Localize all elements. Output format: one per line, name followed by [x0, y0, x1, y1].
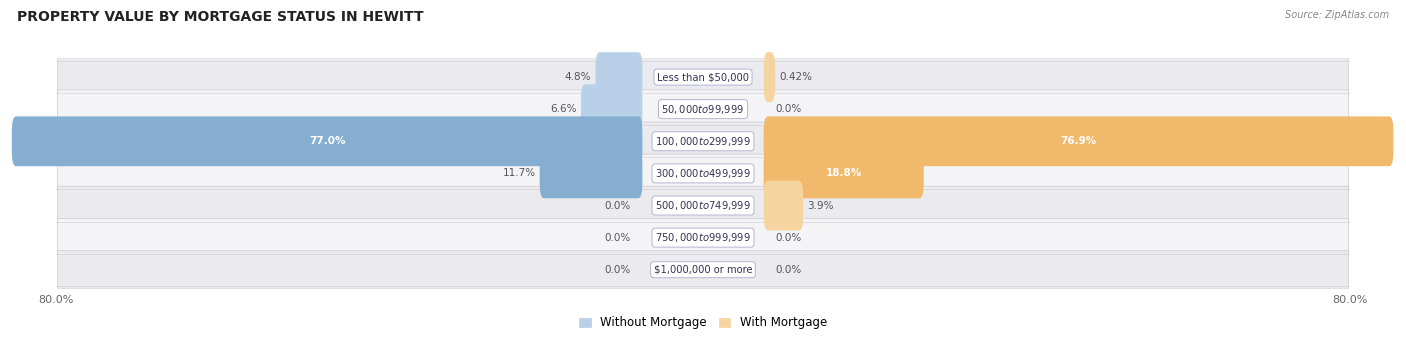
FancyBboxPatch shape	[581, 84, 643, 134]
Text: 0.0%: 0.0%	[605, 233, 630, 243]
Text: $1,000,000 or more: $1,000,000 or more	[654, 265, 752, 275]
Text: 0.0%: 0.0%	[776, 265, 801, 275]
FancyBboxPatch shape	[763, 52, 775, 102]
Text: Less than $50,000: Less than $50,000	[657, 72, 749, 82]
Text: $750,000 to $999,999: $750,000 to $999,999	[655, 231, 751, 244]
FancyBboxPatch shape	[540, 149, 643, 198]
FancyBboxPatch shape	[763, 181, 803, 231]
Text: 11.7%: 11.7%	[502, 168, 536, 179]
FancyBboxPatch shape	[58, 122, 1348, 160]
Text: 0.0%: 0.0%	[605, 265, 630, 275]
Legend: Without Mortgage, With Mortgage: Without Mortgage, With Mortgage	[574, 311, 832, 334]
FancyBboxPatch shape	[58, 58, 1348, 96]
Text: $300,000 to $499,999: $300,000 to $499,999	[655, 167, 751, 180]
FancyBboxPatch shape	[58, 218, 1348, 257]
Text: 0.0%: 0.0%	[776, 104, 801, 114]
FancyBboxPatch shape	[58, 154, 1348, 193]
Text: Source: ZipAtlas.com: Source: ZipAtlas.com	[1285, 10, 1389, 20]
FancyBboxPatch shape	[763, 116, 1393, 166]
FancyBboxPatch shape	[763, 149, 924, 198]
Text: 0.42%: 0.42%	[779, 72, 813, 82]
Text: 4.8%: 4.8%	[565, 72, 592, 82]
Text: 3.9%: 3.9%	[807, 201, 834, 210]
Text: 6.6%: 6.6%	[550, 104, 576, 114]
Text: 0.0%: 0.0%	[605, 201, 630, 210]
Text: $100,000 to $299,999: $100,000 to $299,999	[655, 135, 751, 148]
FancyBboxPatch shape	[58, 90, 1348, 129]
Text: PROPERTY VALUE BY MORTGAGE STATUS IN HEWITT: PROPERTY VALUE BY MORTGAGE STATUS IN HEW…	[17, 10, 423, 24]
Text: $500,000 to $749,999: $500,000 to $749,999	[655, 199, 751, 212]
FancyBboxPatch shape	[11, 116, 643, 166]
Text: 76.9%: 76.9%	[1060, 136, 1097, 146]
FancyBboxPatch shape	[58, 186, 1348, 225]
Text: $50,000 to $99,999: $50,000 to $99,999	[661, 103, 745, 116]
Text: 0.0%: 0.0%	[776, 233, 801, 243]
FancyBboxPatch shape	[58, 251, 1348, 289]
Text: 18.8%: 18.8%	[825, 168, 862, 179]
Text: 77.0%: 77.0%	[309, 136, 346, 146]
FancyBboxPatch shape	[596, 52, 643, 102]
